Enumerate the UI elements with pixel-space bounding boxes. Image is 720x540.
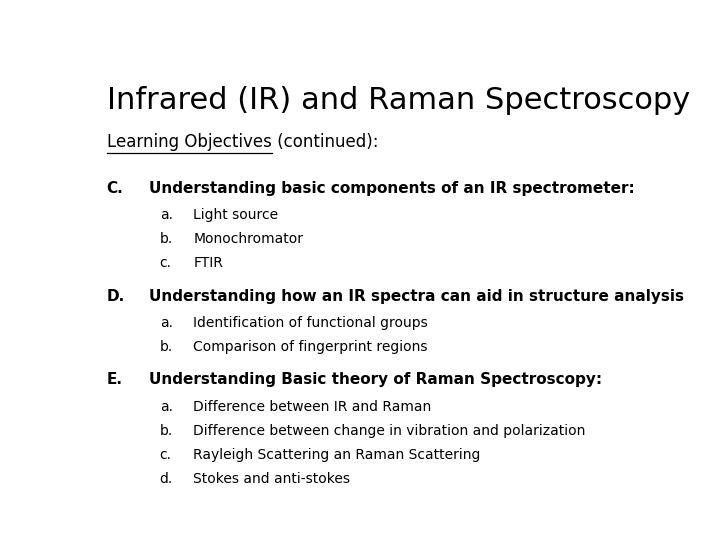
Text: Understanding basic components of an IR spectrometer:: Understanding basic components of an IR … [148, 181, 634, 196]
Text: c.: c. [160, 448, 172, 462]
Text: Understanding Basic theory of Raman Spectroscopy:: Understanding Basic theory of Raman Spec… [148, 373, 602, 388]
Text: c.: c. [160, 256, 172, 271]
Text: d.: d. [160, 472, 173, 486]
Text: D.: D. [107, 289, 125, 304]
Text: (continued):: (continued): [271, 133, 378, 151]
Text: Learning Objectives: Learning Objectives [107, 133, 271, 151]
Text: b.: b. [160, 232, 173, 246]
Text: a.: a. [160, 316, 173, 330]
Text: b.: b. [160, 340, 173, 354]
Text: Stokes and anti-stokes: Stokes and anti-stokes [193, 472, 350, 486]
Text: Difference between IR and Raman: Difference between IR and Raman [193, 400, 431, 414]
Text: Difference between change in vibration and polarization: Difference between change in vibration a… [193, 424, 585, 437]
Text: Rayleigh Scattering an Raman Scattering: Rayleigh Scattering an Raman Scattering [193, 448, 481, 462]
Text: Understanding how an IR spectra can aid in structure analysis: Understanding how an IR spectra can aid … [148, 289, 683, 304]
Text: Identification of functional groups: Identification of functional groups [193, 316, 428, 330]
Text: Comparison of fingerprint regions: Comparison of fingerprint regions [193, 340, 428, 354]
Text: Infrared (IR) and Raman Spectroscopy: Infrared (IR) and Raman Spectroscopy [107, 85, 690, 114]
Text: b.: b. [160, 424, 173, 437]
Text: a.: a. [160, 208, 173, 222]
Text: a.: a. [160, 400, 173, 414]
Text: E.: E. [107, 373, 122, 388]
Text: FTIR: FTIR [193, 256, 223, 271]
Text: Monochromator: Monochromator [193, 232, 303, 246]
Text: C.: C. [107, 181, 124, 196]
Text: Light source: Light source [193, 208, 279, 222]
